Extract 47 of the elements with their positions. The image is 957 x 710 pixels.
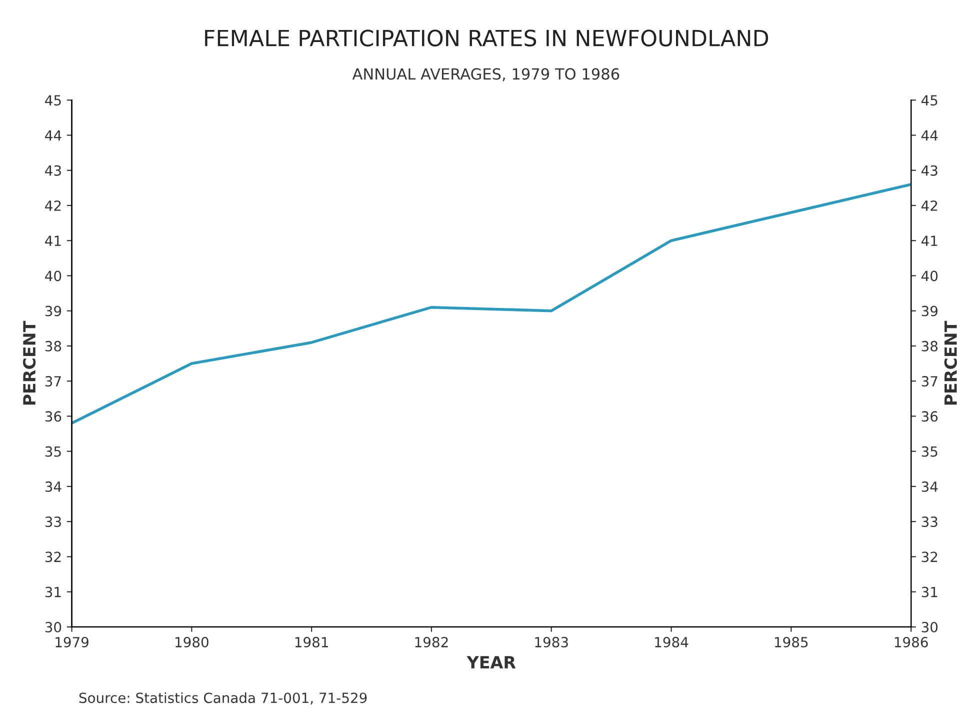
y-tick-label: 34	[45, 481, 62, 492]
y2-tick-label: 42	[921, 200, 938, 211]
y-tick-label: 32	[45, 552, 61, 562]
y-tick-label: 30	[45, 622, 62, 632]
source-note: Source: Statistics Canada 71-001, 71-529	[79, 692, 367, 705]
x-tick-label: 1985	[775, 636, 808, 648]
x-tick-label: 1979	[56, 636, 88, 648]
y-tick-label: 40	[45, 270, 62, 282]
y2-tick-label: 30	[922, 622, 938, 632]
y-tick-label: 36	[45, 411, 62, 422]
y-tick-label: 33	[45, 516, 61, 528]
x-tick-label: 1981	[295, 636, 328, 648]
x-tick-label: 1986	[894, 636, 928, 648]
y2-tick-label: 40	[921, 270, 938, 282]
y2-tick-label: 43	[921, 165, 938, 176]
y-tick-label: 42	[45, 200, 61, 211]
chart-title: FEMALE PARTICIPATION RATES IN NEWFOUNDLAND	[205, 30, 768, 46]
y2-tick-label: 35	[922, 446, 938, 457]
line-series	[72, 183, 912, 425]
y-tick-label: 31	[45, 586, 61, 598]
y-tick-label: 38	[45, 340, 62, 352]
y2-tick-label: 32	[922, 552, 938, 562]
x-tick-label: 1982	[415, 636, 448, 648]
y-tick-label: 41	[45, 236, 61, 246]
y-axis-title: PERCENT	[22, 320, 36, 405]
x-axis-title: YEAR	[466, 656, 516, 668]
y-tick-label: 43	[45, 165, 61, 176]
y2-tick-label: 39	[922, 306, 938, 316]
x-tick-label: 1983	[535, 636, 568, 648]
y2-tick-label: 38	[922, 340, 938, 352]
y2-tick-label: 37	[922, 376, 938, 387]
y-tick-label: 35	[45, 446, 61, 457]
y-tick-label: 37	[45, 376, 61, 387]
y-tick-label: 39	[45, 306, 62, 316]
y2-tick-label: 45	[921, 95, 938, 106]
y-tick-label: 44	[45, 130, 62, 141]
y2-tick-label: 33	[922, 516, 938, 528]
y-tick-label: 45	[45, 95, 61, 106]
y2-axis-title: PERCENT	[944, 320, 957, 405]
y2-tick-label: 41	[921, 236, 938, 246]
x-tick-label: 1984	[655, 636, 688, 648]
y2-tick-label: 34	[922, 481, 938, 492]
y2-tick-label: 36	[922, 411, 938, 422]
y2-tick-label: 31	[922, 586, 938, 598]
x-tick-label: 1980	[176, 636, 208, 648]
y2-tick-label: 44	[921, 130, 938, 141]
chart-subtitle: ANNUAL AVERAGES, 1979 TO 1986	[352, 68, 620, 82]
